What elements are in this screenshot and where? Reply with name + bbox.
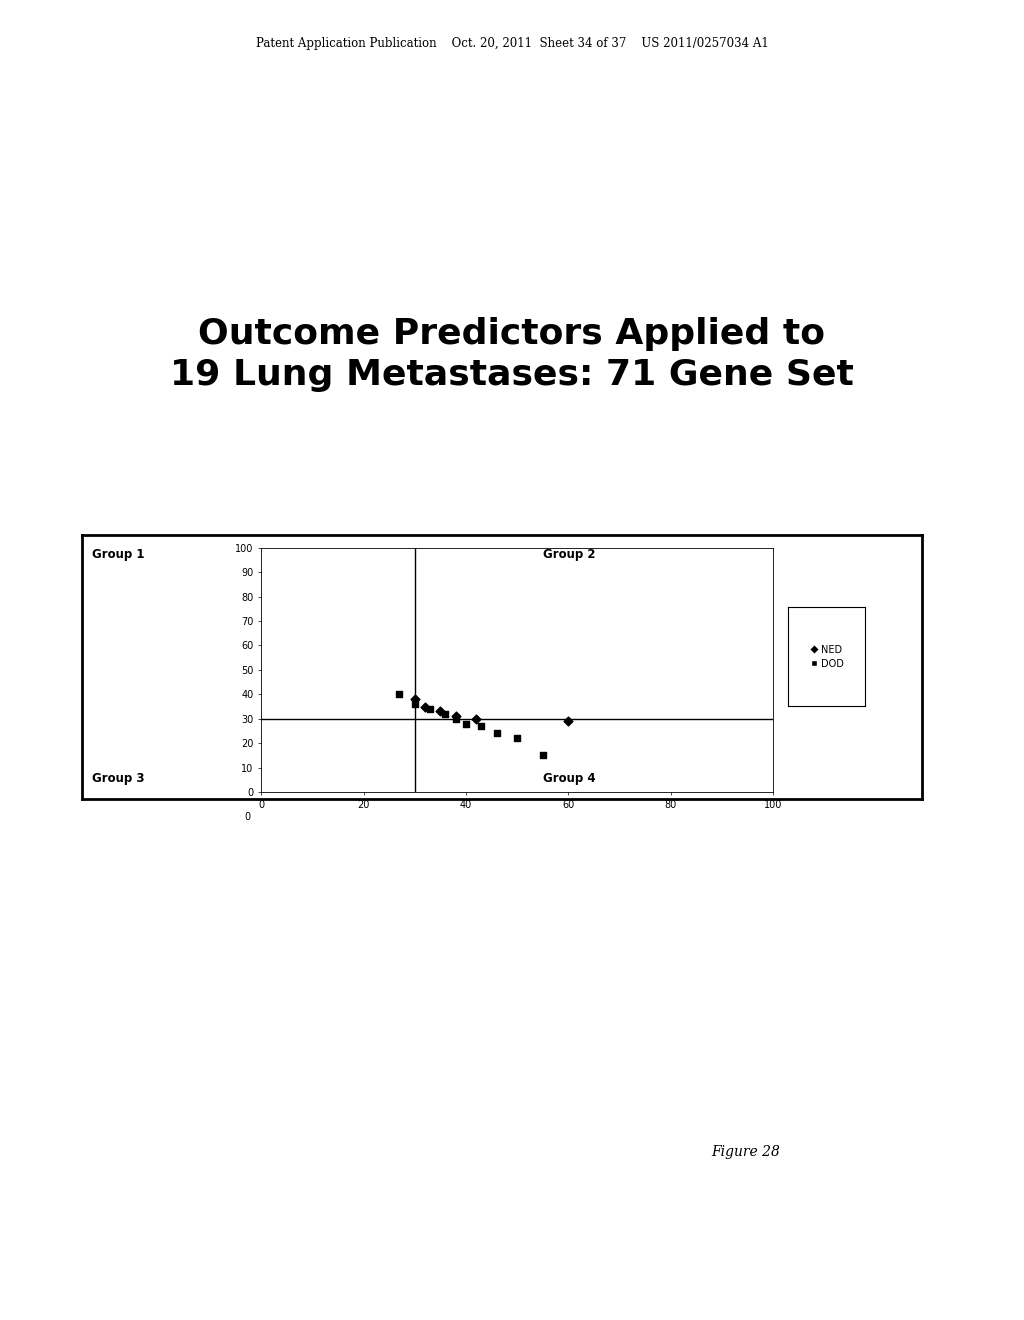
Point [458,713,474,734]
Point [407,693,423,714]
Point [447,708,464,729]
Point [535,744,551,766]
Text: Group 2: Group 2 [543,548,595,561]
Point [473,715,489,737]
Text: Figure 28: Figure 28 [712,1144,780,1159]
Point [437,704,454,725]
Point [447,706,464,727]
Point [468,708,484,729]
Point [432,701,449,722]
Text: Outcome Predictors Applied to
19 Lung Metastases: 71 Gene Set: Outcome Predictors Applied to 19 Lung Me… [170,317,854,392]
Point [422,698,438,719]
Text: Group 3: Group 3 [92,772,144,785]
Point [560,710,577,731]
Text: Group 1: Group 1 [92,548,144,561]
Text: Group 4: Group 4 [543,772,595,785]
Point [391,684,408,705]
Point [488,723,505,744]
Legend: NED, DOD: NED, DOD [808,643,846,671]
Point [509,727,525,748]
Point [417,696,433,717]
Point [407,689,423,710]
Text: 0: 0 [245,812,251,821]
Text: Patent Application Publication    Oct. 20, 2011  Sheet 34 of 37    US 2011/02570: Patent Application Publication Oct. 20, … [256,37,768,50]
